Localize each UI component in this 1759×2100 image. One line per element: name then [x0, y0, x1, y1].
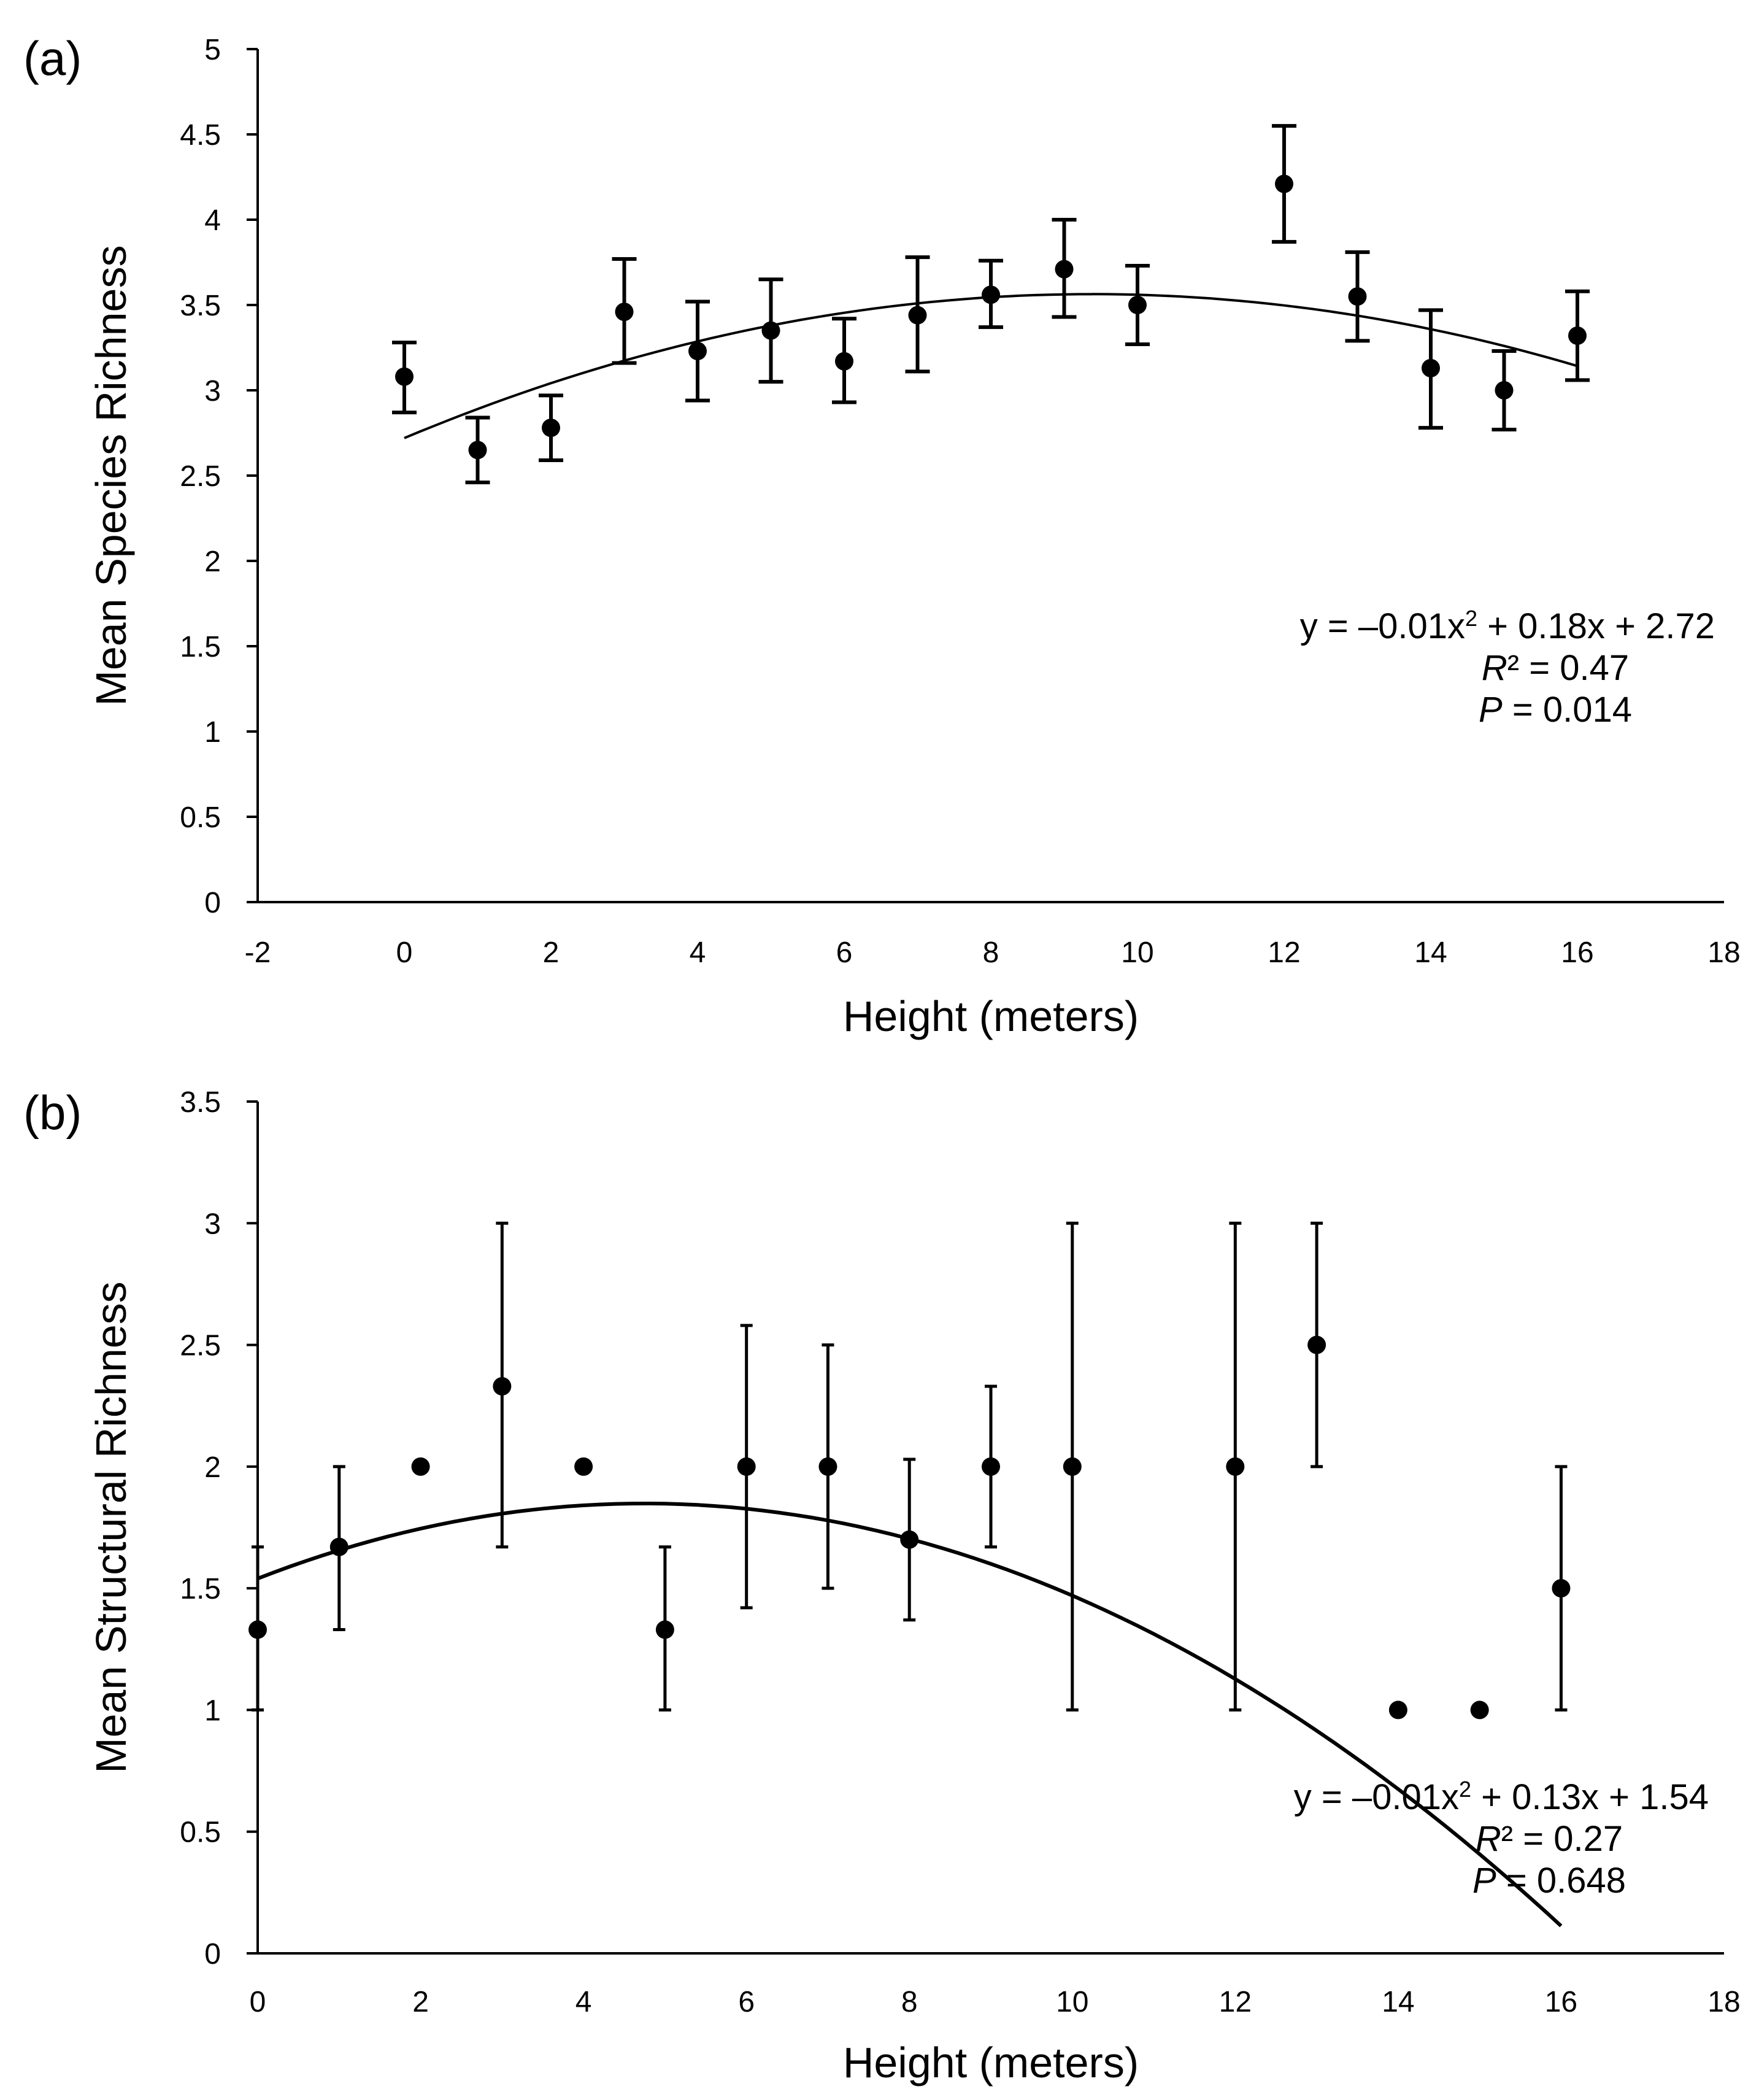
x-tick-label: 14 [1382, 1986, 1414, 2018]
data-point [1055, 260, 1074, 279]
data-point [574, 1457, 593, 1476]
x-tick-label: 6 [738, 1986, 755, 2018]
x-tick-label: 16 [1545, 1986, 1577, 2018]
x-tick-label: 8 [983, 936, 999, 969]
y-tick-label: 0.5 [180, 801, 221, 834]
y-tick-label: 2.5 [180, 460, 221, 493]
data-point [737, 1457, 756, 1476]
data-point [818, 1457, 837, 1476]
data-point [1275, 174, 1293, 193]
data-point [1348, 287, 1367, 306]
y-tick-label: 4.5 [180, 119, 221, 152]
data-point [688, 342, 707, 361]
y-tick-label: 4 [204, 204, 221, 237]
y-tick-label: 3.5 [180, 1086, 221, 1119]
data-point [329, 1537, 348, 1556]
data-point [248, 1620, 267, 1639]
p-value-text: P = 0.014 [1479, 690, 1632, 730]
x-tick-label: 6 [836, 936, 853, 969]
data-point [1422, 358, 1440, 377]
data-point [1470, 1700, 1489, 1720]
x-tick-label: 0 [396, 936, 413, 969]
y-tick-label: 1.5 [180, 1573, 221, 1605]
x-tick-label: 2 [543, 936, 560, 969]
data-point [615, 303, 634, 322]
x-tick-label: 0 [250, 1986, 266, 2018]
data-point [1552, 1579, 1571, 1598]
y-axis-title: Mean Species Richness [87, 245, 135, 706]
data-point [468, 441, 487, 460]
equation-text: y = –0.01x2 + 0.13x + 1.54 [1294, 1777, 1709, 1818]
y-tick-label: 0 [204, 1938, 221, 1971]
x-tick-label: 12 [1219, 1986, 1252, 2018]
x-tick-label: 18 [1707, 936, 1740, 969]
x-axis-title: Height (meters) [843, 2039, 1139, 2086]
y-tick-label: 3.5 [180, 290, 221, 322]
data-point [761, 321, 780, 340]
y-tick-label: 1 [204, 716, 221, 749]
data-point [493, 1376, 512, 1395]
x-tick-label: 18 [1707, 1986, 1740, 2018]
x-tick-label: 2 [412, 1986, 429, 2018]
data-point [1388, 1700, 1407, 1720]
y-tick-label: 1 [204, 1694, 221, 1727]
y-axis-title: Mean Structural Richness [87, 1281, 135, 1773]
x-tick-label: 8 [901, 1986, 918, 2018]
data-point [542, 419, 560, 438]
y-tick-label: 2 [204, 1451, 221, 1484]
data-point [908, 306, 927, 325]
data-point [1128, 296, 1147, 314]
panel-b-chart: 0 0.5 1 1.5 2 2.5 3 3.5 0 2 4 6 8 10 12 14 16 18 Height (m… [23, 1086, 1741, 2086]
x-tick-label: 16 [1561, 936, 1593, 969]
x-tick-label: 4 [575, 1986, 592, 2018]
data-point [982, 285, 1000, 304]
data-point [655, 1620, 674, 1639]
y-tick-label: 1.5 [180, 631, 221, 663]
data-point [835, 352, 853, 371]
data-point [1226, 1457, 1245, 1476]
x-axis-title: Height (meters) [843, 992, 1139, 1040]
panel-a-chart: 0 0.5 1 1.5 2 2.5 3 3.5 4 4.5 5 -2 0 2 4 6 8 10 12 14 16 18 He… [23, 31, 1741, 1040]
data-point [900, 1530, 919, 1549]
x-tick-label: 4 [690, 936, 706, 969]
panel-label: (a) [23, 31, 82, 85]
data-point [1495, 381, 1514, 400]
data-point [1568, 326, 1587, 345]
data-point [1063, 1457, 1082, 1476]
data-point [1307, 1335, 1326, 1354]
panel-label: (b) [23, 1086, 82, 1140]
equation-text: y = –0.01x2 + 0.18x + 2.72 [1300, 606, 1715, 647]
y-tick-label: 0.5 [180, 1816, 221, 1849]
x-tick-label: 10 [1121, 936, 1153, 969]
y-tick-label: 2 [204, 546, 221, 578]
y-tick-label: 0 [204, 887, 221, 919]
y-tick-label: 5 [204, 34, 221, 66]
data-point [411, 1457, 430, 1476]
r-squared-text: R² = 0.47 [1482, 648, 1629, 688]
y-tick-label: 2.5 [180, 1330, 221, 1362]
x-tick-label: 10 [1056, 1986, 1088, 2018]
x-tick-label: 12 [1268, 936, 1300, 969]
x-tick-label: 14 [1414, 936, 1447, 969]
y-tick-label: 3 [204, 375, 221, 407]
data-point [395, 367, 414, 386]
y-tick-label: 3 [204, 1208, 221, 1240]
p-value-text: P = 0.648 [1472, 1861, 1626, 1901]
x-tick-label: -2 [245, 936, 271, 969]
r-squared-text: R² = 0.27 [1476, 1819, 1623, 1859]
data-point [982, 1457, 1000, 1476]
